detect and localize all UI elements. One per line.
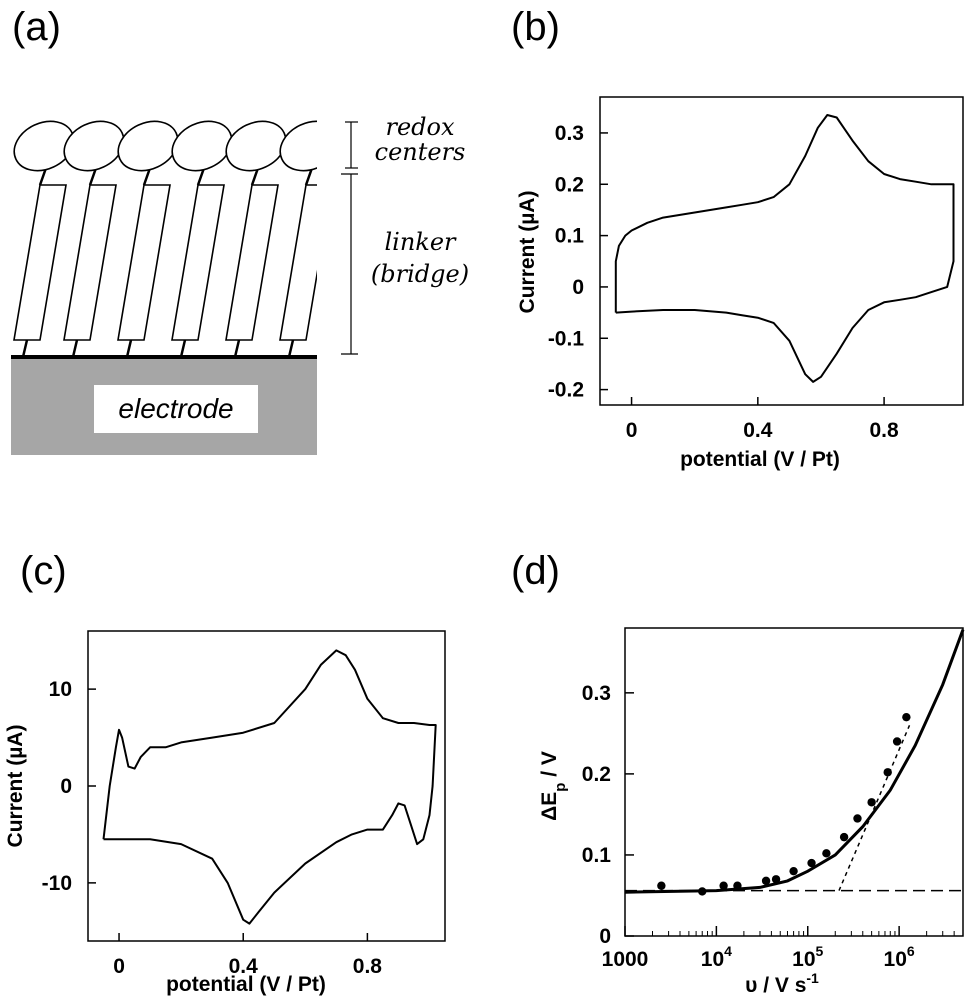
data-point — [771, 875, 781, 884]
x-axis-label-d: υ / V s-1 — [745, 970, 819, 997]
data-point — [892, 737, 902, 746]
cv-trace — [614, 114, 955, 383]
y-tick-label: 10 — [49, 678, 72, 701]
x-axis-label-c: potential (V / Pt) — [166, 973, 326, 996]
data-point — [902, 712, 911, 722]
x-tick-label: 0.8 — [869, 419, 899, 442]
x-tick-label: 0.4 — [743, 419, 773, 442]
axes-b: 0 0.4 0.8 -0.2 -0.1 0 0.1 0.2 0.3 — [548, 114, 955, 442]
anchor-bond — [71, 339, 79, 358]
fit-curve — [624, 629, 965, 894]
redox-center — [225, 120, 287, 172]
linker-chain — [225, 184, 279, 341]
data-point — [657, 881, 666, 890]
redox-bond — [250, 167, 260, 186]
redox-center — [117, 120, 179, 172]
y-tick-label: 0 — [572, 276, 584, 299]
redox-center — [279, 120, 317, 172]
x-tick-label: 104 — [701, 943, 732, 971]
redox-bond — [38, 167, 48, 186]
redox-bond — [196, 167, 206, 186]
y-axis-label-d-tail: / V — [538, 751, 561, 783]
y-tick-label: 0.2 — [555, 173, 584, 196]
y-tick-label: 0.3 — [582, 682, 611, 705]
x-tick-label: 1000 — [602, 948, 649, 971]
y-tick-label: 0.1 — [555, 225, 585, 248]
plot-frame-b — [599, 96, 964, 406]
x-tick-label: 105 — [792, 943, 823, 971]
data-point — [719, 881, 728, 890]
y-tick-label: 0.3 — [555, 122, 584, 145]
monolayer-molecules — [13, 120, 317, 358]
data-point — [789, 866, 798, 876]
y-tick-label: 0.1 — [582, 844, 612, 867]
redox-center — [63, 120, 125, 172]
x-tick-label: 0.4 — [229, 955, 259, 978]
panel-d-chart: (d) 1000 104 105 106 0 0.1 0.2 0.3 υ / V s-1 ΔE… — [511, 549, 965, 997]
anchor-bond — [21, 339, 29, 358]
linker-chain — [13, 184, 67, 341]
data-point — [839, 832, 849, 842]
x-axis-label-d-main: υ / V s — [745, 974, 806, 997]
y-tick-label: -0.1 — [548, 327, 585, 350]
linker-label-line1: linker — [384, 228, 457, 256]
y-axis-label-d-sub: p — [552, 783, 569, 792]
redox-bond — [142, 167, 152, 186]
redox-bracket — [345, 121, 358, 169]
y-tick-label: 0 — [599, 925, 611, 948]
y-axis-label-d-main: ΔE — [538, 792, 561, 821]
x-tick-label: 0.8 — [353, 955, 383, 978]
panel-b-chart: (b) 0 0.4 0.8 -0.2 -0.1 0 0.1 0.2 0.3 potential … — [511, 5, 964, 471]
panel-label-b: (b) — [511, 5, 560, 49]
x-axis-label-d-sup: -1 — [806, 970, 819, 986]
panel-a-schematic: (a) electrode redox centers linker (brid… — [11, 5, 469, 455]
axes-d: 1000 104 105 106 0 0.1 0.2 0.3 — [582, 629, 965, 971]
y-axis-label-b: Current (µA) — [516, 191, 539, 314]
electrode-label-box — [94, 385, 258, 433]
y-axis-label-d: ΔEp / V — [538, 751, 569, 821]
y-tick-label: -0.2 — [548, 379, 584, 402]
y-axis-label-c: Current (µA) — [4, 725, 27, 848]
data-point — [853, 814, 862, 823]
panel-label-c: (c) — [20, 549, 67, 593]
plot-frame-d — [624, 627, 964, 937]
linker-chain — [117, 184, 171, 341]
cv-trace — [102, 649, 437, 925]
anchor-bond — [287, 339, 295, 358]
redox-label-line1: redox — [385, 113, 454, 141]
data-point — [822, 849, 831, 858]
anchor-bond — [125, 339, 133, 358]
linker-bracket — [341, 173, 358, 355]
data-point — [807, 858, 816, 868]
linker-chain — [279, 184, 317, 341]
x-tick-label: 0 — [626, 419, 638, 442]
linker-chain — [171, 184, 225, 341]
x-tick-label: 0 — [113, 955, 125, 978]
electrode-label: electrode — [118, 393, 233, 424]
x-tick-label: 106 — [884, 943, 915, 971]
linker-label-line2: (bridge) — [371, 260, 469, 288]
anchor-bond — [233, 339, 241, 358]
redox-bond — [304, 167, 314, 186]
panel-label-a: (a) — [12, 5, 61, 49]
data-point — [761, 876, 771, 886]
redox-label-line2: centers — [375, 138, 466, 166]
panel-label-d: (d) — [511, 549, 560, 593]
anchor-bond — [179, 339, 187, 358]
linker-chain — [63, 184, 117, 341]
data-point — [867, 798, 876, 807]
redox-bond — [88, 167, 98, 186]
y-tick-label: -10 — [42, 872, 72, 895]
redox-center — [171, 120, 233, 172]
x-axis-label-b: potential (V / Pt) — [680, 448, 840, 471]
y-tick-label: 0.2 — [582, 763, 611, 786]
panel-c-chart: (c) 0 0.4 0.8 -10 0 10 potential (V / Pt) Cur… — [4, 549, 446, 996]
axes-c: 0 0.4 0.8 -10 0 10 — [42, 649, 437, 978]
plot-frame-c — [87, 630, 446, 942]
y-tick-label: 0 — [60, 775, 72, 798]
asymptote-line — [838, 725, 911, 891]
